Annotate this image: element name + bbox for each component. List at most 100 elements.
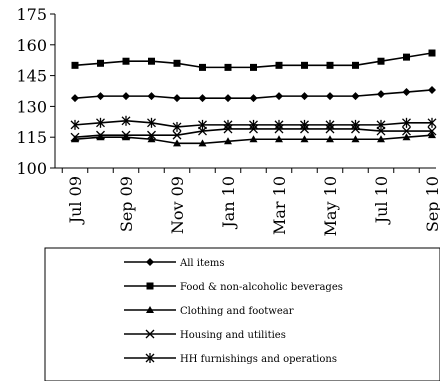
data-point <box>173 59 181 67</box>
data-point <box>96 92 105 101</box>
data-point <box>275 92 283 101</box>
data-point <box>275 135 283 143</box>
data-point <box>173 94 181 103</box>
y-tick-label: 115 <box>16 128 47 147</box>
data-point <box>146 282 154 290</box>
legend-label: Housing and utilities <box>180 330 286 341</box>
data-point <box>402 88 411 97</box>
data-point <box>351 135 360 143</box>
data-point <box>376 119 386 130</box>
data-point <box>326 61 334 69</box>
data-point <box>147 92 156 101</box>
data-point <box>121 115 131 126</box>
data-point <box>198 94 207 103</box>
data-point <box>224 94 232 103</box>
y-tick-label: 130 <box>16 97 47 116</box>
data-point <box>427 117 437 128</box>
series-5 <box>70 115 437 132</box>
data-point <box>199 63 206 71</box>
data-point <box>146 306 154 313</box>
data-point <box>70 119 80 130</box>
data-point <box>224 137 232 145</box>
x-tick-label: May 10 <box>321 176 340 236</box>
y-axis: 100 115 130 145 160 175 <box>16 5 56 178</box>
y-tick-label: 145 <box>16 67 47 86</box>
data-point <box>403 53 410 61</box>
data-point <box>173 139 181 147</box>
data-point <box>223 119 233 130</box>
data-point <box>147 117 156 128</box>
data-point <box>198 139 207 147</box>
data-point <box>250 63 257 71</box>
data-point <box>122 57 130 65</box>
data-point <box>224 63 232 71</box>
data-point <box>122 92 130 101</box>
data-point <box>145 353 155 363</box>
data-point <box>71 135 79 143</box>
legend-box <box>44 247 440 381</box>
data-point <box>275 61 283 69</box>
data-point <box>71 61 79 69</box>
data-point <box>300 92 309 101</box>
x-tick-label: Sep 09 <box>117 176 136 232</box>
data-point <box>377 57 385 65</box>
data-point <box>352 61 359 69</box>
data-point <box>97 59 104 67</box>
series-4 <box>70 124 437 142</box>
y-tick-label: 160 <box>16 36 47 55</box>
data-point <box>96 133 105 141</box>
data-point <box>402 117 411 128</box>
x-tick-label: Nov 09 <box>168 176 187 234</box>
data-point <box>122 133 130 141</box>
x-tick-label: Jan 10 <box>219 176 238 230</box>
data-point <box>300 119 309 130</box>
data-point <box>326 92 334 101</box>
legend-entry: Clothing and footwear <box>124 306 294 317</box>
legend-entry: HH furnishings and operations <box>124 353 337 365</box>
data-point <box>172 121 182 132</box>
y-tick-label: 100 <box>16 159 47 178</box>
data-point <box>301 61 308 69</box>
series-group <box>70 49 437 147</box>
x-tick-label: Jul 10 <box>372 176 391 225</box>
legend-entry: All items <box>124 258 225 269</box>
data-point <box>96 117 105 128</box>
data-point <box>249 135 258 143</box>
data-point <box>249 94 258 103</box>
data-point <box>71 94 79 103</box>
series-2 <box>71 49 436 71</box>
data-point <box>300 135 309 143</box>
data-point <box>402 126 411 136</box>
data-point <box>147 130 156 140</box>
data-point <box>428 85 436 94</box>
data-point <box>146 258 154 266</box>
data-point <box>351 119 360 130</box>
data-point <box>351 92 360 101</box>
data-point <box>96 130 105 140</box>
legend-label: Clothing and footwear <box>180 306 294 317</box>
data-point <box>377 135 385 143</box>
legend-entry: Food & non-alcoholic beverages <box>124 282 343 293</box>
legend-label: HH furnishings and operations <box>180 354 337 365</box>
x-tick-label: Sep 10 <box>423 176 440 232</box>
data-point <box>198 119 207 130</box>
data-point <box>402 133 411 141</box>
x-tick-label: Mar 10 <box>270 176 289 235</box>
legend-label: Food & non-alcoholic beverages <box>180 282 343 293</box>
series-3 <box>71 131 436 147</box>
data-point <box>145 329 155 339</box>
legend-label: All items <box>179 258 225 269</box>
data-point <box>428 131 436 139</box>
data-point <box>147 135 156 143</box>
data-point <box>427 126 437 136</box>
data-point <box>121 130 131 140</box>
data-point <box>70 132 80 142</box>
data-point <box>274 119 284 130</box>
legend: All items Food & non-alcoholic beverages C… <box>44 247 440 381</box>
series-1 <box>71 85 436 103</box>
legend-entry: Housing and utilities <box>124 329 286 341</box>
data-point <box>326 135 334 143</box>
x-tick-label: Jul 09 <box>66 176 85 225</box>
data-point <box>249 119 258 130</box>
